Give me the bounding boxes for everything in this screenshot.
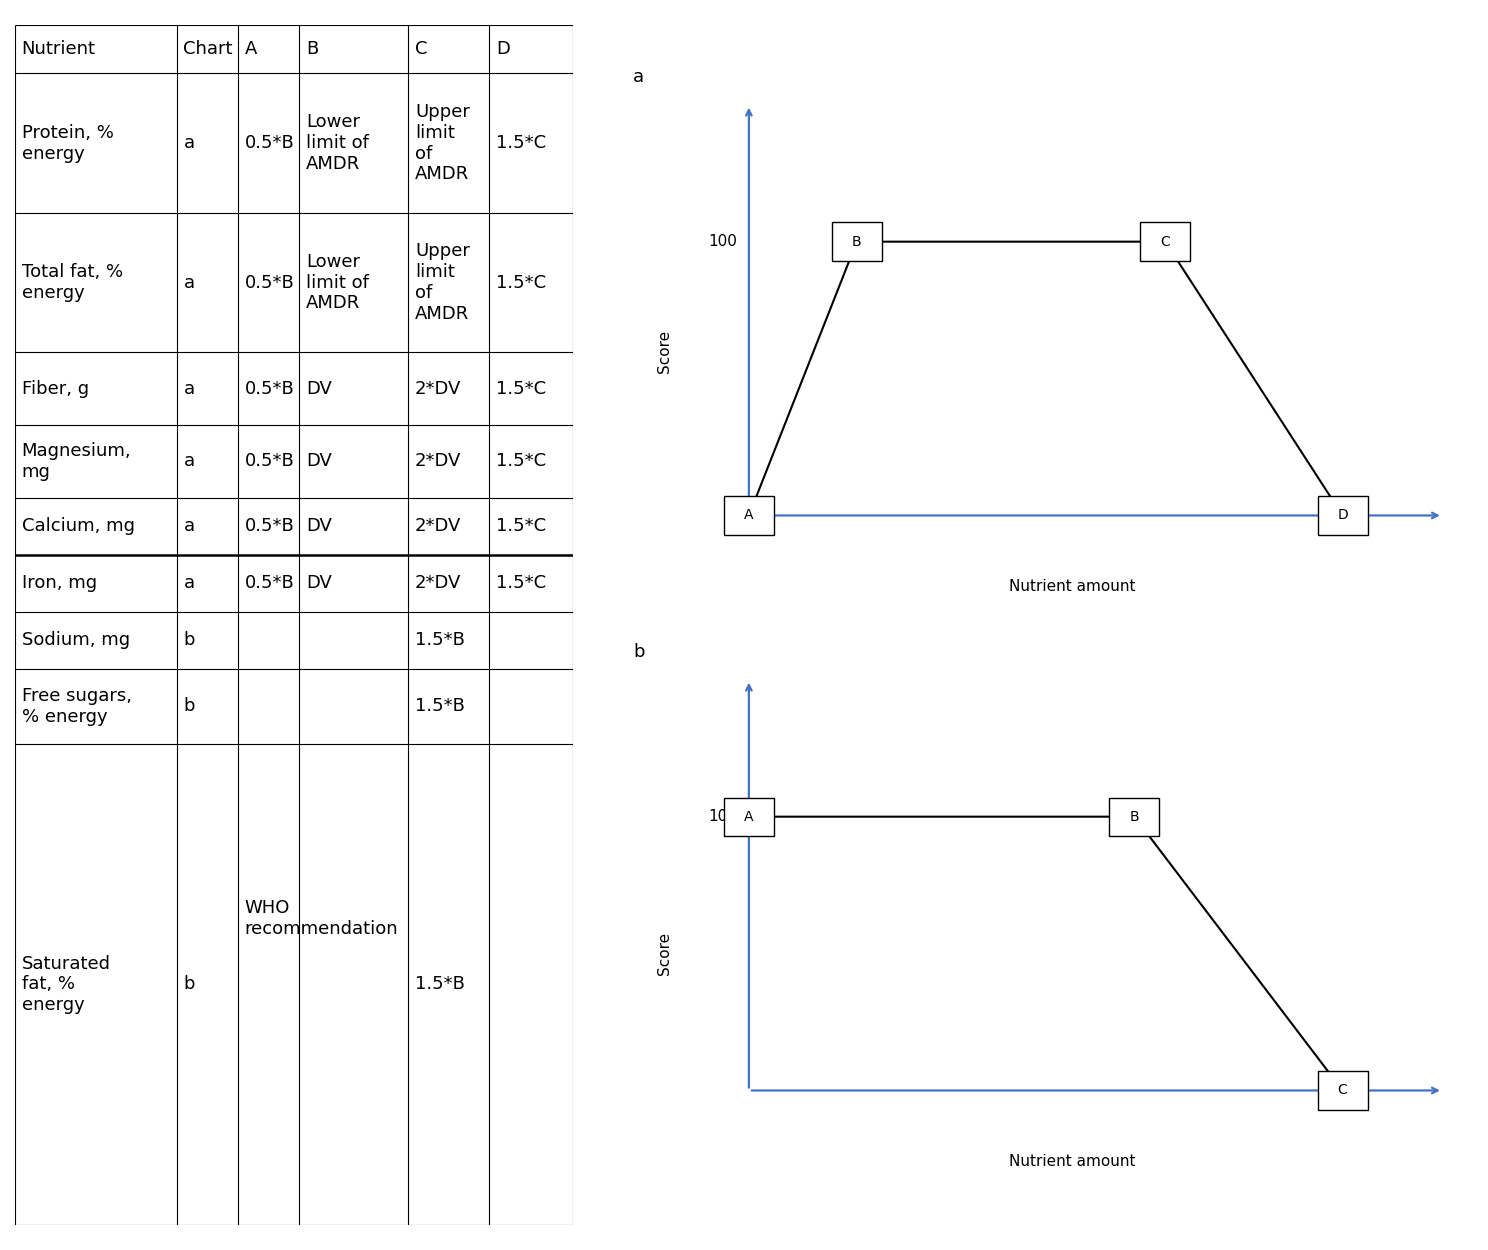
Text: a: a [183,574,195,592]
Text: Nutrient amount: Nutrient amount [1009,579,1135,594]
Text: a: a [183,274,195,291]
Text: 2*DV: 2*DV [415,574,461,592]
Text: DV: DV [307,452,332,470]
FancyBboxPatch shape [1317,496,1367,535]
Text: Chart: Chart [183,40,234,59]
Text: 100: 100 [708,809,738,824]
Text: a: a [183,134,195,152]
FancyBboxPatch shape [1110,798,1159,836]
Text: Lower
limit of
AMDR: Lower limit of AMDR [307,114,369,172]
FancyBboxPatch shape [1140,222,1190,261]
Text: Nutrient: Nutrient [21,40,95,59]
Text: 0.5*B: 0.5*B [244,574,295,592]
Text: Sodium, mg: Sodium, mg [21,631,129,649]
Text: 0.5*B: 0.5*B [244,452,295,470]
Text: 1.5*B: 1.5*B [415,975,464,994]
Text: A: A [244,40,257,59]
Text: 0.5*B: 0.5*B [244,518,295,535]
Text: 100: 100 [708,234,738,249]
Text: 0.5*B: 0.5*B [244,134,295,152]
Text: 2*DV: 2*DV [415,518,461,535]
Text: B: B [853,235,862,249]
Text: A: A [744,810,753,824]
FancyBboxPatch shape [723,798,774,836]
Text: Score: Score [656,330,671,372]
Text: C: C [1338,1084,1348,1098]
Text: 1.5*C: 1.5*C [496,380,546,398]
Text: D: D [496,40,510,59]
Text: 0.5*B: 0.5*B [244,380,295,398]
Text: DV: DV [307,380,332,398]
Text: 1.5*B: 1.5*B [415,698,464,715]
Text: DV: DV [307,574,332,592]
Text: b: b [183,698,195,715]
Text: 1.5*C: 1.5*C [496,518,546,535]
Text: D: D [1338,509,1348,522]
Text: B: B [1129,810,1140,824]
Text: Upper
limit
of
AMDR: Upper limit of AMDR [415,102,470,184]
Text: WHO
recommendation: WHO recommendation [244,899,399,938]
Text: C: C [415,40,427,59]
Text: b: b [183,631,195,649]
Text: 1.5*B: 1.5*B [415,631,464,649]
Text: a: a [183,518,195,535]
Text: 2*DV: 2*DV [415,452,461,470]
FancyBboxPatch shape [832,222,882,261]
Text: Protein, %
energy: Protein, % energy [21,124,113,162]
Text: C: C [1161,235,1170,249]
FancyBboxPatch shape [1317,1071,1367,1110]
Text: Lower
limit of
AMDR: Lower limit of AMDR [307,253,369,312]
Text: Nutrient amount: Nutrient amount [1009,1154,1135,1169]
Text: b: b [183,975,195,994]
Text: a: a [183,452,195,470]
Text: 0.5*B: 0.5*B [244,274,295,291]
Text: Score: Score [656,932,671,975]
Text: 1.5*C: 1.5*C [496,574,546,592]
Text: Calcium, mg: Calcium, mg [21,518,134,535]
Text: a: a [634,69,644,86]
Text: Free sugars,
% energy: Free sugars, % energy [21,686,131,725]
Text: 1.5*C: 1.5*C [496,274,546,291]
Text: Magnesium,
mg: Magnesium, mg [21,442,131,481]
FancyBboxPatch shape [723,496,774,535]
Text: B: B [307,40,318,59]
Text: b: b [634,644,644,661]
Text: Saturated
fat, %
energy: Saturated fat, % energy [21,955,110,1014]
Text: 2*DV: 2*DV [415,380,461,398]
Text: 1.5*C: 1.5*C [496,134,546,152]
Text: DV: DV [307,518,332,535]
Text: 1.5*C: 1.5*C [496,452,546,470]
Text: Fiber, g: Fiber, g [21,380,89,398]
Text: Iron, mg: Iron, mg [21,574,97,592]
Text: Total fat, %
energy: Total fat, % energy [21,264,122,302]
Text: A: A [744,509,753,522]
Text: Upper
limit
of
AMDR: Upper limit of AMDR [415,242,470,322]
Text: a: a [183,380,195,398]
